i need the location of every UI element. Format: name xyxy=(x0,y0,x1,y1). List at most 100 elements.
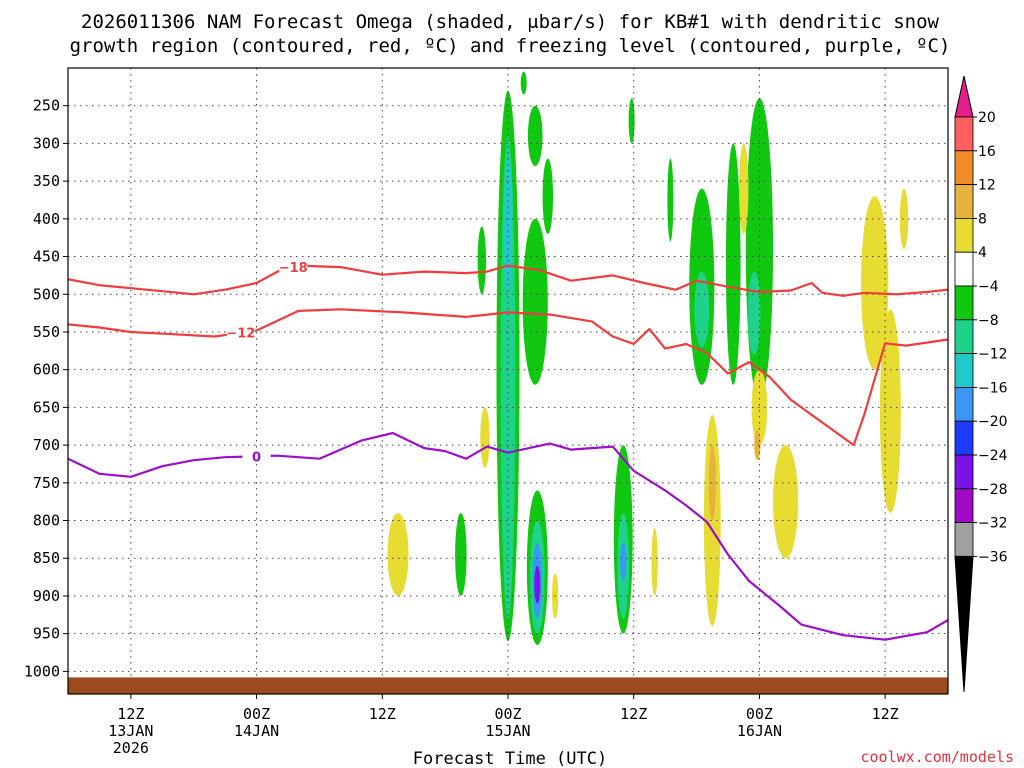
colorbar-segment-0 xyxy=(954,116,974,152)
y-axis: 250 300 350 400 450 500 550 600 650 700 750 800 850 9… xyxy=(24,97,68,680)
omega-cell-11 xyxy=(628,98,635,144)
chart-title-line1: 2026011306 NAM Forecast Omega (shaded, μ… xyxy=(81,11,939,33)
omega-cell-16 xyxy=(694,271,710,348)
colorbar-level-label: −36 xyxy=(978,549,1008,565)
omega-cell-14 xyxy=(620,543,627,581)
y-tick-label: 700 xyxy=(33,436,60,454)
y-tick-label: 950 xyxy=(33,625,60,643)
x-tick-label: 2026 xyxy=(113,739,149,757)
colorbar-segment-4 xyxy=(954,251,974,287)
colorbar-level-label: 12 xyxy=(978,178,996,194)
x-axis-label: Forecast Time (UTC) xyxy=(413,749,607,768)
y-tick-label: 750 xyxy=(33,474,60,492)
x-tick-label: 00Z xyxy=(494,705,521,723)
y-tick-label: 450 xyxy=(33,248,60,266)
contour-label-0: −18 xyxy=(279,261,308,276)
omega-cell-5 xyxy=(542,158,554,234)
x-tick-label: 12Z xyxy=(117,705,144,723)
colorbar-segment-10 xyxy=(954,454,974,490)
omega-cell-9 xyxy=(534,565,541,604)
x-tick-label: 00Z xyxy=(746,705,773,723)
y-tick-label: 650 xyxy=(33,398,60,416)
colorbar-segment-6 xyxy=(954,319,974,354)
contour-label-bg-0 xyxy=(279,259,308,275)
omega-cell-22 xyxy=(455,512,467,596)
omega-cell-35 xyxy=(899,188,909,250)
contour-line-0 xyxy=(68,264,948,297)
colorbar-level-label: −20 xyxy=(978,414,1008,430)
y-tick-label: 550 xyxy=(33,323,60,341)
omega-cell-27 xyxy=(703,414,721,627)
colorbar-level-label: 4 xyxy=(978,245,987,261)
omega-cell-2 xyxy=(503,158,513,295)
contour-label-1: −12 xyxy=(226,327,255,342)
colorbar-segment-3 xyxy=(954,217,974,253)
colorbar-segment-5 xyxy=(954,285,974,321)
omega-cell-4 xyxy=(522,218,548,385)
colorbar-segment-1 xyxy=(954,150,974,186)
y-tick-label: 600 xyxy=(33,361,60,379)
omega-cell-32 xyxy=(773,445,799,559)
x-tick-label: 14JAN xyxy=(234,722,279,740)
colorbar-arrow-top xyxy=(954,75,974,118)
omega-cell-33 xyxy=(861,196,889,370)
colorbar-segment-11 xyxy=(954,488,974,523)
colorbar-segment-2 xyxy=(954,184,974,219)
colorbar: 20 16 12 8 4 −4 −8 −12 −16 −20 −24 −28 −32 −36 xyxy=(954,75,1008,693)
y-tick-label: 300 xyxy=(33,134,60,152)
y-tick-label: 350 xyxy=(33,172,60,190)
y-tick-label: 850 xyxy=(33,549,60,567)
omega-cell-10 xyxy=(520,71,527,95)
y-tick-label: 500 xyxy=(33,285,60,303)
contour-line-2 xyxy=(68,431,948,641)
contour-label-bg-1 xyxy=(226,324,255,340)
y-tick-label: 900 xyxy=(33,587,60,605)
omega-cell-25 xyxy=(480,407,490,468)
omega-cell-29 xyxy=(739,143,749,234)
contours: −18 −12 0 xyxy=(68,259,948,641)
colorbar-level-label: −16 xyxy=(978,380,1008,396)
contour-label-2: 0 xyxy=(252,450,261,465)
colorbar-level-label: −4 xyxy=(978,279,999,295)
colorbar-segment-8 xyxy=(954,386,974,422)
colorbar-level-label: −8 xyxy=(978,313,999,329)
omega-cell-18 xyxy=(747,271,761,355)
omega-cell-20 xyxy=(667,158,674,242)
omega-cell-28 xyxy=(708,445,716,521)
omega-cell-19 xyxy=(725,143,741,385)
y-tick-label: 400 xyxy=(33,210,60,228)
colorbar-segment-9 xyxy=(954,420,974,456)
omega-shading xyxy=(387,71,909,645)
y-tick-label: 250 xyxy=(33,97,60,115)
y-tick-label: 1000 xyxy=(24,662,60,680)
colorbar-level-label: −12 xyxy=(978,347,1008,363)
x-tick-label: 16JAN xyxy=(737,722,782,740)
colorbar-segment-7 xyxy=(954,353,974,388)
y-tick-label: 800 xyxy=(33,512,60,530)
ground xyxy=(68,677,948,694)
colorbar-level-label: −28 xyxy=(978,482,1008,498)
ground-surface xyxy=(68,677,948,694)
colorbar-segment-12 xyxy=(954,522,974,557)
omega-cell-26 xyxy=(651,528,658,596)
x-tick-label: 15JAN xyxy=(485,722,530,740)
omega-cell-34 xyxy=(879,309,901,513)
x-tick-label: 13JAN xyxy=(108,722,153,740)
omega-cell-3 xyxy=(527,105,543,167)
contour-label-bg-2 xyxy=(242,448,271,464)
grid xyxy=(68,68,948,694)
colorbar-level-label: 16 xyxy=(978,144,996,160)
plot-area: −18 −12 0 xyxy=(68,68,948,694)
colorbar-level-label: −32 xyxy=(978,516,1008,532)
omega-cell-23 xyxy=(387,512,409,596)
x-tick-label: 00Z xyxy=(243,705,270,723)
chart-title-line2: growth region (contoured, red, ºC) and f… xyxy=(70,35,951,57)
colorbar-level-label: 20 xyxy=(978,110,996,126)
x-tick-label: 12Z xyxy=(872,705,899,723)
x-tick-label: 12Z xyxy=(369,705,396,723)
omega-cell-21 xyxy=(477,226,486,295)
colorbar-arrow-bottom xyxy=(954,555,974,693)
colorbar-level-label: 8 xyxy=(978,211,987,227)
